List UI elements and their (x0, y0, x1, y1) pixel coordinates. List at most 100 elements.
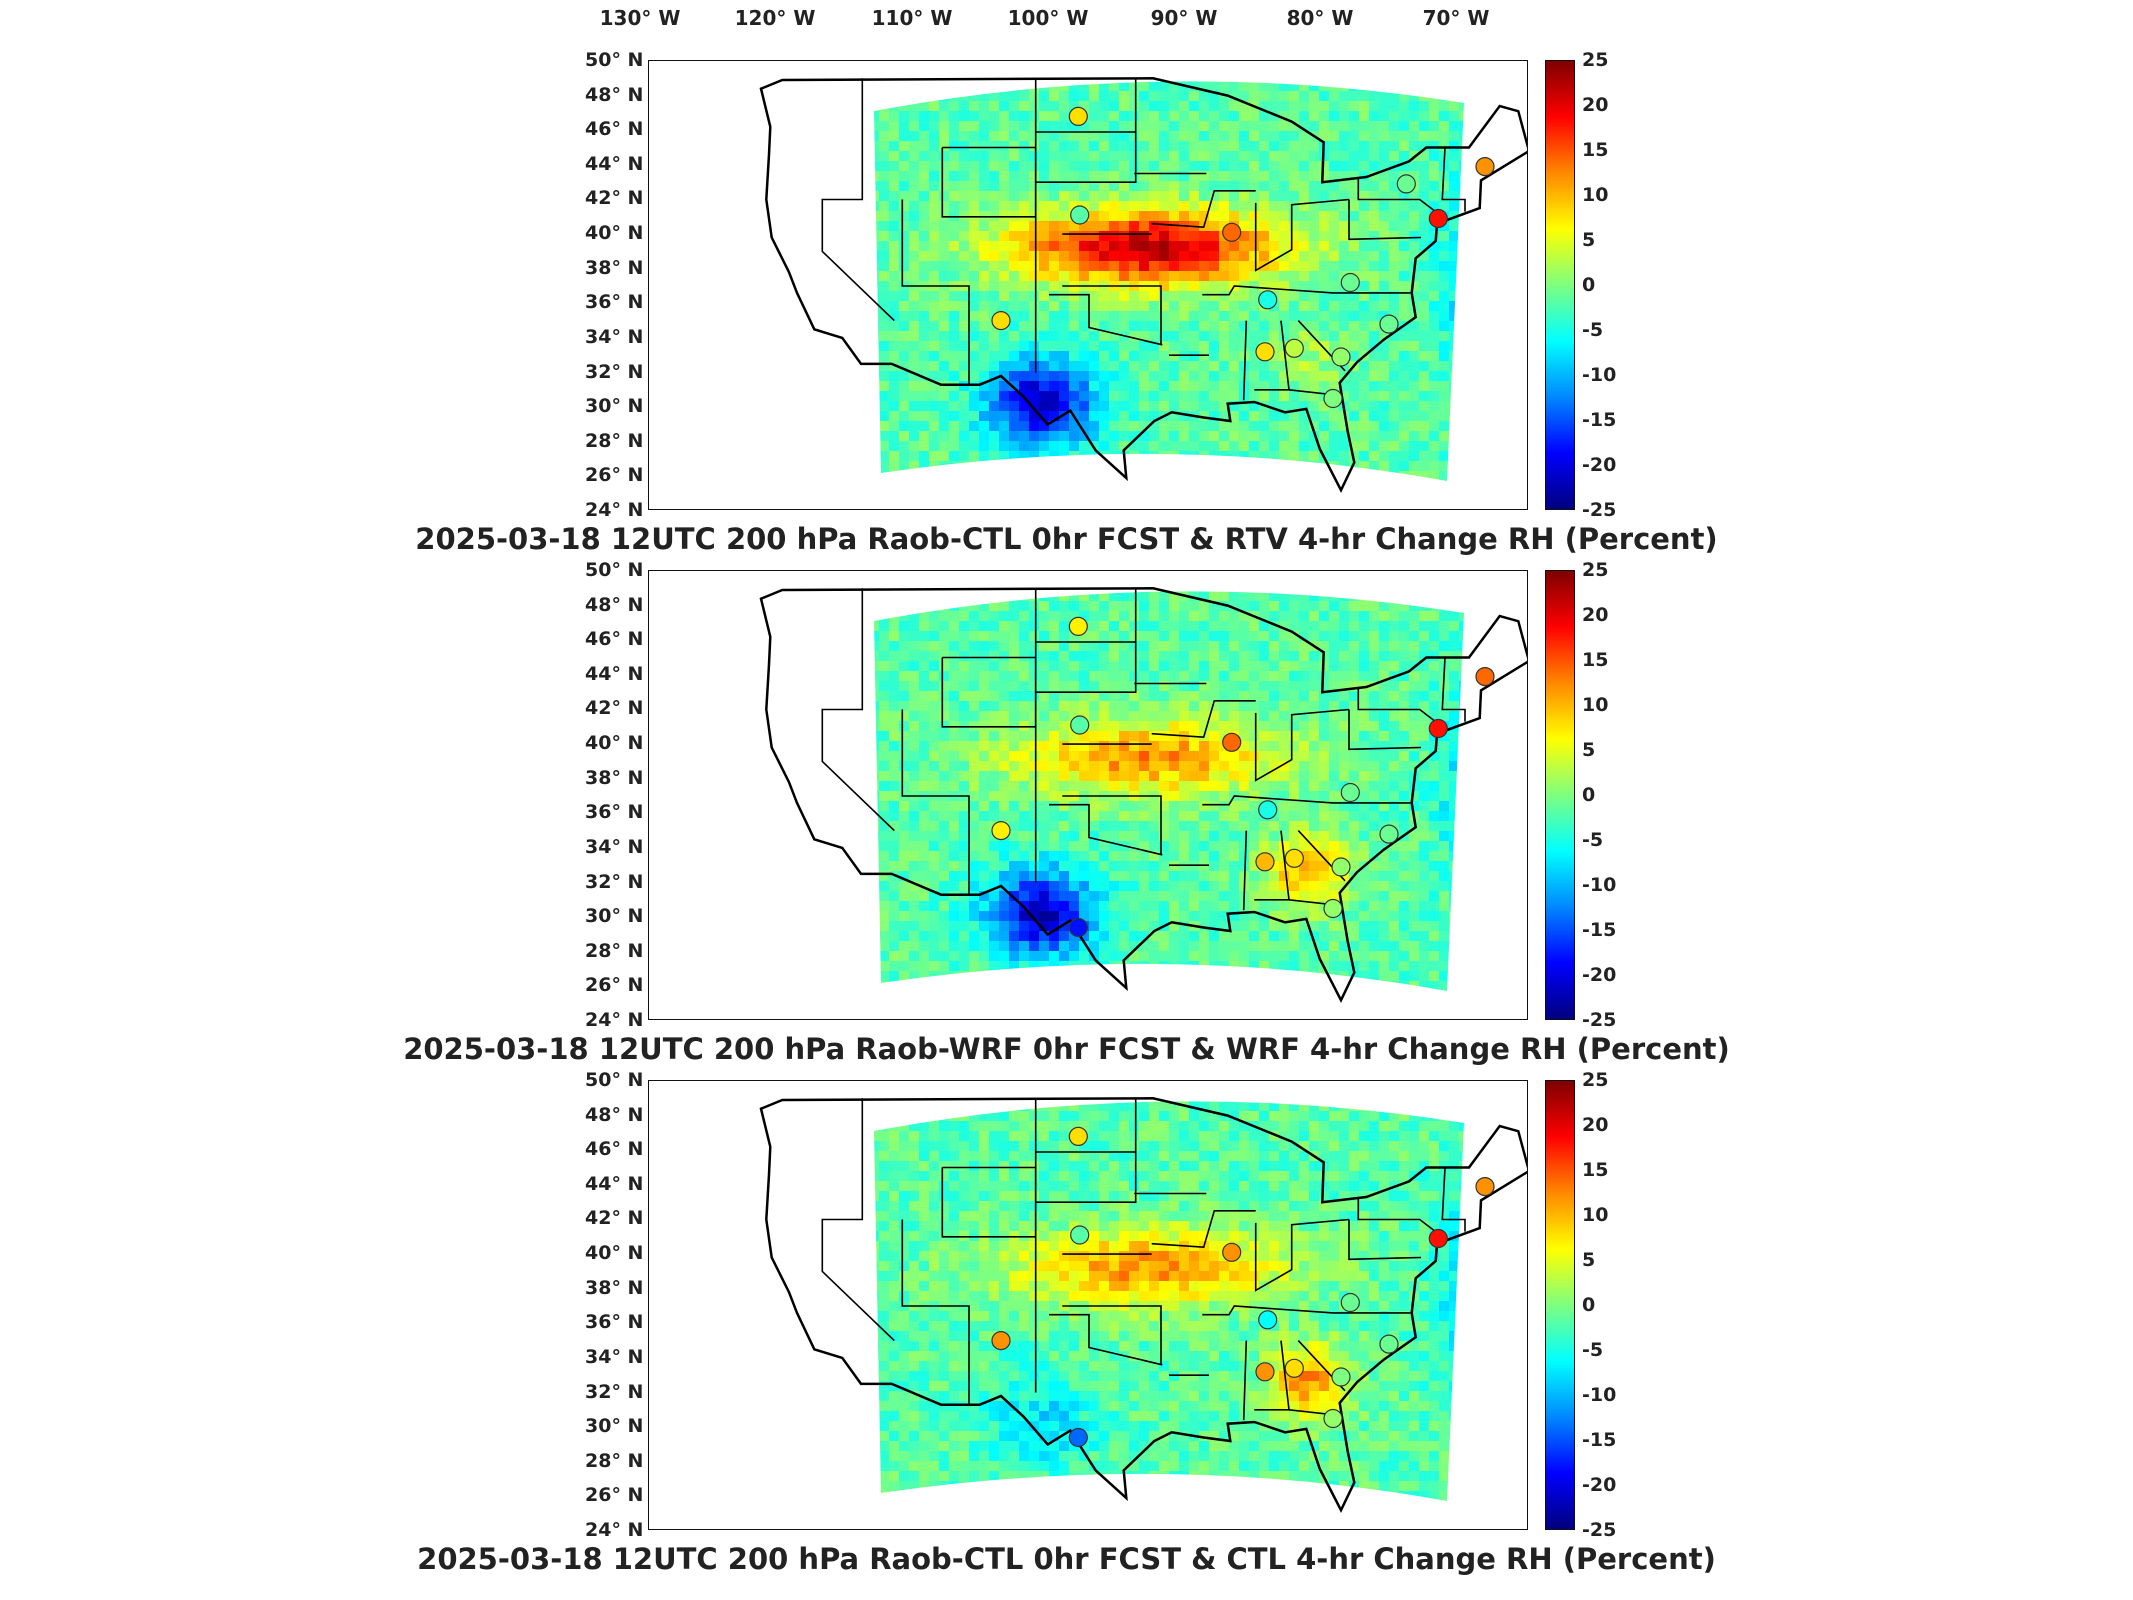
colorbar-tick-label: -20 (1582, 1474, 1617, 1496)
map-panel-3 (648, 1080, 1528, 1530)
lat-tick-label: 44° N (585, 152, 644, 175)
state-border (1202, 285, 1411, 296)
map-svg-3 (759, 1097, 1527, 1514)
lat-tick-label: 38° N (585, 1276, 644, 1299)
lat-tick-label: 50° N (585, 559, 644, 581)
state-border (1242, 320, 1248, 401)
colorbar-tick-label: -15 (1582, 409, 1617, 431)
colorbar-tick-label: -5 (1582, 829, 1604, 851)
lat-tick-label: 48° N (585, 83, 644, 106)
state-border (1441, 1167, 1466, 1232)
state-border (1062, 285, 1162, 345)
station-marker (1396, 174, 1416, 194)
colorbar-tick-label: 10 (1582, 694, 1609, 716)
lat-tick-label: 36° N (585, 801, 644, 824)
lat-tick-label: 40° N (585, 732, 644, 755)
lat-tick-label: 40° N (585, 222, 644, 245)
state-border (1202, 795, 1411, 806)
colorbar-tick-label: -25 (1582, 1519, 1617, 1541)
station-marker (1340, 1292, 1360, 1313)
station-marker (1068, 616, 1088, 637)
lat-tick-label: 24° N (585, 499, 644, 521)
lat-tick-label: 42° N (585, 187, 644, 210)
station-marker (1258, 800, 1278, 820)
coastline (759, 77, 1527, 494)
panel-1-title: 2025-03-18 12UTC 200 hPa Raob-CTL 0hr FC… (415, 522, 1718, 556)
station-marker (1475, 666, 1495, 687)
lat-tick-label: 34° N (585, 835, 644, 858)
state-border (1348, 199, 1422, 241)
lat-tick-label: 24° N (585, 1519, 644, 1541)
lat-tick-label: 30° N (585, 1415, 644, 1438)
state-border (821, 1098, 895, 1342)
station-marker (991, 1331, 1011, 1351)
station-marker (1284, 1358, 1304, 1378)
lon-tick-label: 80° W (1286, 6, 1354, 30)
colorbar-tick-label: -10 (1582, 874, 1617, 896)
colorbar-tick-label: -15 (1582, 1429, 1617, 1451)
lat-tick-label: 34° N (585, 325, 644, 348)
lat-tick-label: 30° N (585, 395, 644, 418)
state-border (1254, 198, 1350, 272)
station-marker (1068, 106, 1088, 127)
lon-tick-label: 70° W (1422, 6, 1490, 30)
state-border (1049, 293, 1163, 346)
colorbar-1 (1545, 60, 1575, 510)
colorbar-tick-label: -25 (1582, 1009, 1617, 1031)
state-border (1357, 1197, 1443, 1238)
state-border (1062, 795, 1162, 855)
state-border (1441, 147, 1466, 212)
lat-tick-label: 32° N (585, 360, 644, 383)
map-panel-1 (648, 60, 1528, 510)
station-marker (1340, 272, 1360, 293)
station-marker (1068, 1126, 1088, 1147)
station-marker (1258, 1310, 1278, 1330)
lat-tick-label: 30° N (585, 905, 644, 928)
lat-tick-label: 26° N (585, 974, 644, 997)
state-border (821, 588, 895, 832)
station-marker (1284, 848, 1304, 868)
map-panel-2 (648, 570, 1528, 1020)
state-border (901, 709, 970, 895)
lat-tick-label: 42° N (585, 697, 644, 720)
colorbar-tick-label: 10 (1582, 1204, 1609, 1226)
state-border (1151, 700, 1256, 739)
lat-tick-label: 34° N (585, 1345, 644, 1368)
state-border (1357, 177, 1443, 218)
state-border (821, 78, 895, 322)
station-marker (1428, 1228, 1448, 1249)
station-marker (1331, 347, 1351, 367)
station-marker (1222, 732, 1242, 752)
panel-2-title: 2025-03-18 12UTC 200 hPa Raob-WRF 0hr FC… (403, 1032, 1730, 1066)
colorbar-tick-label: -10 (1582, 1384, 1617, 1406)
station-marker (1068, 917, 1088, 938)
state-border (1151, 1210, 1256, 1249)
colorbar-tick-label: 25 (1582, 49, 1609, 71)
station-marker (991, 311, 1011, 331)
lat-tick-label: 46° N (585, 628, 644, 651)
state-border (901, 199, 970, 385)
lat-tick-label: 32° N (585, 1380, 644, 1403)
colorbar-tick-label: 0 (1582, 1294, 1596, 1316)
state-border (1242, 830, 1248, 911)
state-border (1348, 709, 1422, 751)
station-marker (1070, 715, 1090, 735)
lat-tick-label: 28° N (585, 1449, 644, 1472)
lat-tick-label: 50° N (585, 1069, 644, 1091)
heatmap-field (874, 591, 1464, 991)
station-marker (991, 821, 1011, 841)
station-marker (1428, 208, 1448, 229)
colorbar-tick-label: 5 (1582, 1249, 1596, 1271)
station-marker (1379, 824, 1399, 844)
colorbar-tick-label: 15 (1582, 139, 1609, 161)
state-border (1254, 1218, 1350, 1292)
station-marker (1284, 338, 1304, 358)
lat-tick-label: 38° N (585, 256, 644, 279)
colorbar-tick-label: -20 (1582, 964, 1617, 986)
state-border (1062, 1305, 1162, 1365)
lat-tick-label: 32° N (585, 870, 644, 893)
colorbar-tick-label: 15 (1582, 649, 1609, 671)
lat-tick-label: 38° N (585, 766, 644, 789)
colorbar-tick-label: 10 (1582, 184, 1609, 206)
lat-tick-label: 40° N (585, 1242, 644, 1265)
